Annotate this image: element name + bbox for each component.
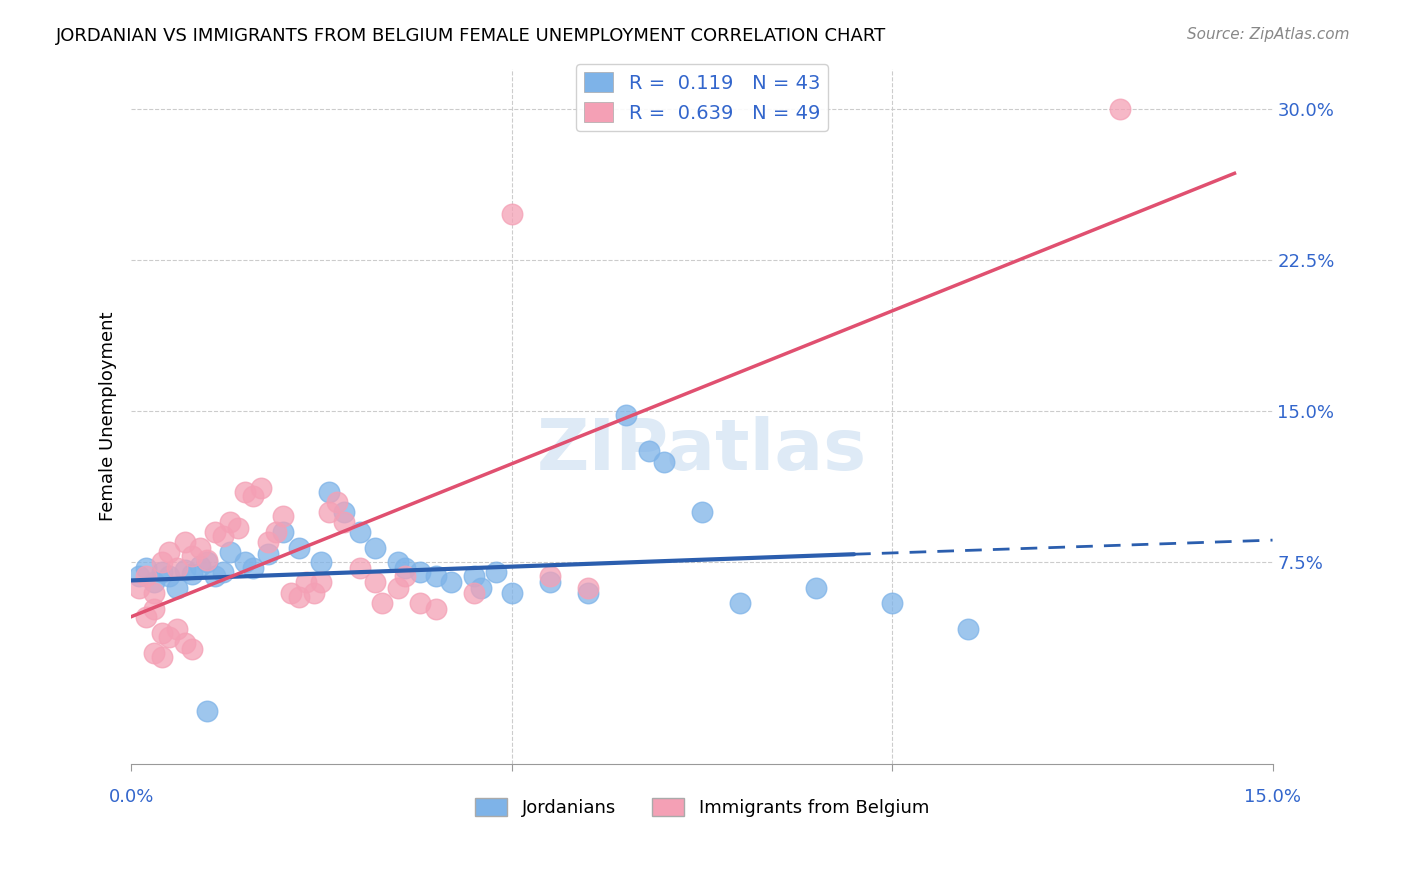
- Point: [143, 601, 166, 615]
- Point: [463, 585, 485, 599]
- Point: [311, 555, 333, 569]
- Point: [166, 561, 188, 575]
- Point: [349, 524, 371, 539]
- Point: [425, 569, 447, 583]
- Text: 0.0%: 0.0%: [108, 788, 153, 806]
- Point: [128, 582, 150, 596]
- Point: [143, 646, 166, 660]
- Point: [804, 582, 827, 596]
- Point: [264, 524, 287, 539]
- Point: [173, 535, 195, 549]
- Point: [157, 569, 180, 583]
- Point: [181, 642, 204, 657]
- Point: [409, 596, 432, 610]
- Legend: Jordanians, Immigrants from Belgium: Jordanians, Immigrants from Belgium: [467, 790, 936, 824]
- Point: [538, 575, 561, 590]
- Point: [204, 524, 226, 539]
- Point: [135, 561, 157, 575]
- Point: [463, 569, 485, 583]
- Point: [150, 566, 173, 580]
- Point: [295, 575, 318, 590]
- Point: [135, 569, 157, 583]
- Point: [181, 549, 204, 564]
- Text: ZIPatlas: ZIPatlas: [537, 417, 868, 485]
- Point: [166, 582, 188, 596]
- Point: [333, 515, 356, 529]
- Point: [318, 505, 340, 519]
- Point: [501, 585, 523, 599]
- Point: [150, 650, 173, 665]
- Point: [333, 505, 356, 519]
- Point: [394, 569, 416, 583]
- Point: [318, 484, 340, 499]
- Point: [371, 596, 394, 610]
- Text: Source: ZipAtlas.com: Source: ZipAtlas.com: [1187, 27, 1350, 42]
- Point: [364, 541, 387, 556]
- Point: [211, 529, 233, 543]
- Point: [143, 575, 166, 590]
- Point: [614, 408, 637, 422]
- Point: [273, 524, 295, 539]
- Point: [235, 555, 257, 569]
- Point: [188, 559, 211, 574]
- Point: [302, 585, 325, 599]
- Point: [470, 582, 492, 596]
- Point: [387, 582, 409, 596]
- Point: [957, 622, 980, 636]
- Point: [690, 505, 713, 519]
- Point: [273, 508, 295, 523]
- Point: [173, 563, 195, 577]
- Point: [195, 555, 218, 569]
- Point: [173, 636, 195, 650]
- Point: [440, 575, 463, 590]
- Point: [538, 569, 561, 583]
- Point: [394, 561, 416, 575]
- Point: [280, 585, 302, 599]
- Point: [135, 609, 157, 624]
- Point: [1109, 102, 1132, 116]
- Y-axis label: Female Unemployment: Female Unemployment: [100, 311, 117, 521]
- Text: 15.0%: 15.0%: [1244, 788, 1301, 806]
- Point: [242, 561, 264, 575]
- Point: [287, 590, 309, 604]
- Point: [181, 567, 204, 582]
- Point: [195, 553, 218, 567]
- Point: [387, 555, 409, 569]
- Point: [425, 601, 447, 615]
- Point: [242, 489, 264, 503]
- Point: [409, 566, 432, 580]
- Point: [204, 569, 226, 583]
- Point: [311, 575, 333, 590]
- Point: [349, 561, 371, 575]
- Point: [166, 622, 188, 636]
- Point: [195, 705, 218, 719]
- Point: [287, 541, 309, 556]
- Point: [188, 541, 211, 556]
- Point: [257, 547, 280, 561]
- Point: [150, 625, 173, 640]
- Point: [157, 630, 180, 644]
- Text: JORDANIAN VS IMMIGRANTS FROM BELGIUM FEMALE UNEMPLOYMENT CORRELATION CHART: JORDANIAN VS IMMIGRANTS FROM BELGIUM FEM…: [56, 27, 887, 45]
- Point: [249, 481, 271, 495]
- Point: [219, 545, 242, 559]
- Point: [235, 484, 257, 499]
- Point: [364, 575, 387, 590]
- Point: [576, 582, 599, 596]
- Point: [576, 585, 599, 599]
- Point: [257, 535, 280, 549]
- Point: [728, 596, 751, 610]
- Point: [150, 555, 173, 569]
- Point: [211, 566, 233, 580]
- Point: [880, 596, 903, 610]
- Point: [501, 206, 523, 220]
- Point: [637, 444, 659, 458]
- Point: [157, 545, 180, 559]
- Point: [219, 515, 242, 529]
- Point: [325, 495, 347, 509]
- Point: [485, 566, 508, 580]
- Point: [143, 585, 166, 599]
- Point: [128, 569, 150, 583]
- Point: [226, 521, 249, 535]
- Point: [652, 454, 675, 468]
